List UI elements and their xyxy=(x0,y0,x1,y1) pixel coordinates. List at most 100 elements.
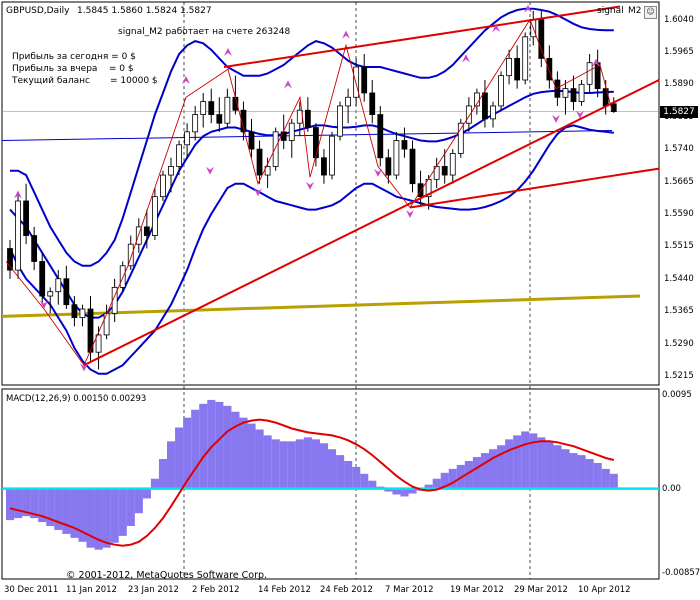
candle-body xyxy=(248,131,255,150)
time-tick-label: 14 Feb 2012 xyxy=(258,585,311,595)
macd-bar xyxy=(271,439,280,489)
macd-bar xyxy=(279,441,288,489)
price-tick-label: 1.5215 xyxy=(664,370,694,381)
candle xyxy=(514,45,521,89)
candle xyxy=(143,209,150,249)
macd-bar xyxy=(110,488,119,543)
candle xyxy=(490,101,496,128)
macd-chart-layer[interactable] xyxy=(2,399,659,550)
macd-label: MACD(12,26,9) 0.00150 0.00293 xyxy=(6,394,147,404)
candle-body xyxy=(321,157,327,176)
macd-bar xyxy=(400,488,409,497)
bollinger-lower-line xyxy=(9,124,614,375)
candle-body xyxy=(272,131,279,167)
candle xyxy=(498,71,504,111)
time-tick-label: 23 Jan 2012 xyxy=(128,585,179,595)
signal-arrow xyxy=(462,54,470,63)
signal-arrow xyxy=(406,209,414,218)
candle-body xyxy=(562,88,569,98)
signal-arrow xyxy=(182,75,190,84)
candle xyxy=(55,270,62,305)
candle xyxy=(417,170,424,206)
macd-bar xyxy=(215,401,224,489)
macd-bar xyxy=(319,443,329,489)
candle xyxy=(15,192,21,279)
macd-bar xyxy=(432,478,441,489)
macd-bar xyxy=(585,459,594,489)
main-chart-layer[interactable] xyxy=(1,4,660,375)
candle xyxy=(216,97,223,132)
candle xyxy=(71,296,78,327)
macd-bar xyxy=(78,488,87,542)
candle-body xyxy=(256,148,263,176)
candle-body xyxy=(176,144,182,167)
candle-body xyxy=(393,140,400,176)
macd-bar xyxy=(223,405,232,489)
profit-today-label: Прибыль за сегодня = 0 $ xyxy=(12,52,136,62)
time-tick-label: 30 Dec 2011 xyxy=(4,585,59,595)
macd-bar xyxy=(46,488,55,527)
candle-body xyxy=(457,122,464,154)
candle-body xyxy=(192,114,199,133)
candle xyxy=(522,32,529,85)
macd-bar xyxy=(561,449,570,489)
candle-body xyxy=(71,304,78,319)
candle xyxy=(95,326,102,370)
candle xyxy=(465,97,472,132)
candle-body xyxy=(224,96,231,124)
signal-arrow xyxy=(254,188,262,197)
candle-body xyxy=(79,308,86,319)
candle xyxy=(457,118,464,158)
macd-bar xyxy=(521,431,530,489)
macd-bar xyxy=(489,449,498,489)
candle xyxy=(160,170,166,201)
candle-body xyxy=(288,122,295,141)
price-tick-label: 1.5740 xyxy=(664,144,694,155)
macd-bar xyxy=(118,488,127,536)
macd-bar xyxy=(328,449,337,489)
candle-body xyxy=(602,88,609,107)
candle xyxy=(256,140,263,184)
candle xyxy=(7,239,13,279)
candle xyxy=(224,88,231,128)
balance-label: Текущий баланс = 10000 $ xyxy=(12,76,158,86)
macd-bar xyxy=(175,427,184,489)
candle-body xyxy=(361,66,368,94)
time-tick-label: 24 Feb 2012 xyxy=(320,585,373,595)
candle-body xyxy=(184,131,191,146)
macd-bar xyxy=(448,468,457,489)
candle-body xyxy=(39,261,46,297)
macd-bar xyxy=(54,488,63,530)
price-tick-label: 1.6040 xyxy=(664,14,694,25)
macd-bar xyxy=(537,437,546,489)
macd-signal-line xyxy=(9,418,615,547)
macd-bar xyxy=(255,429,264,489)
macd-bar xyxy=(505,439,514,489)
candle-body xyxy=(47,291,54,297)
candle-body xyxy=(168,166,174,176)
price-tick-label: 1.5965 xyxy=(664,46,694,57)
candle-body xyxy=(401,140,408,150)
macd-bar xyxy=(94,488,103,550)
trendline-middle xyxy=(409,167,660,209)
support-line xyxy=(1,130,613,141)
candle-body xyxy=(417,183,424,198)
time-tick-label: 29 Mar 2012 xyxy=(514,585,568,595)
candle-body xyxy=(240,109,247,133)
candle-body xyxy=(23,200,30,236)
macd-bar xyxy=(142,488,151,499)
candle-body xyxy=(465,105,472,124)
candle-body xyxy=(103,312,110,336)
macd-bar xyxy=(352,466,361,489)
macd-bar xyxy=(287,441,296,489)
candle-body xyxy=(264,166,271,176)
macd-bar xyxy=(14,488,23,519)
candle-body xyxy=(482,92,488,120)
macd-bar xyxy=(158,459,168,489)
candle xyxy=(304,97,311,132)
macd-bar xyxy=(6,488,15,521)
candle-body xyxy=(506,57,513,77)
trendline-lower xyxy=(83,79,660,367)
candle xyxy=(482,79,488,128)
smiley-icon[interactable]: ☺ xyxy=(644,6,657,19)
